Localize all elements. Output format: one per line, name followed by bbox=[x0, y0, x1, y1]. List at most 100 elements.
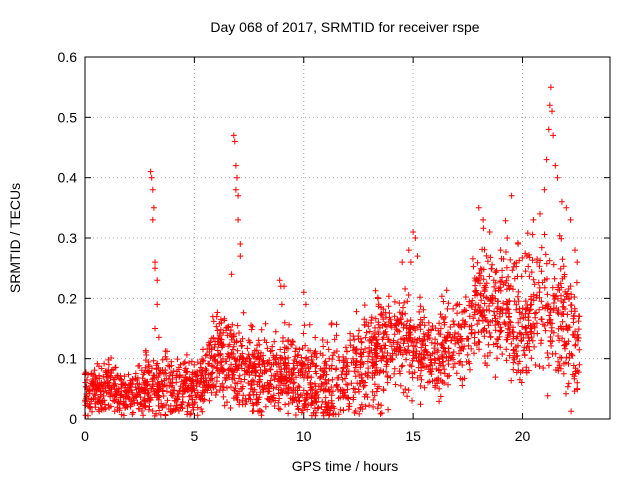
data-point bbox=[140, 412, 147, 419]
data-point bbox=[207, 371, 214, 378]
data-point bbox=[272, 356, 279, 363]
data-point bbox=[550, 329, 557, 336]
data-point bbox=[468, 302, 475, 309]
data-point bbox=[567, 216, 574, 223]
data-point bbox=[545, 362, 552, 369]
data-point bbox=[409, 370, 416, 377]
data-point bbox=[357, 404, 364, 411]
data-point bbox=[294, 352, 301, 359]
data-point bbox=[528, 325, 535, 332]
data-point bbox=[492, 327, 499, 334]
data-point bbox=[98, 365, 105, 372]
data-point bbox=[100, 373, 107, 380]
data-point bbox=[400, 340, 407, 347]
data-point bbox=[391, 331, 398, 338]
data-point bbox=[405, 292, 412, 298]
data-point bbox=[440, 298, 447, 305]
data-point bbox=[432, 336, 439, 343]
data-point bbox=[406, 329, 413, 336]
data-point bbox=[510, 347, 517, 354]
data-point bbox=[271, 338, 278, 345]
data-point bbox=[374, 340, 381, 347]
data-point bbox=[281, 319, 288, 326]
data-point bbox=[234, 174, 240, 181]
data-point bbox=[176, 364, 182, 371]
data-point bbox=[243, 355, 250, 362]
data-point bbox=[289, 341, 295, 348]
data-point bbox=[122, 405, 129, 411]
data-point bbox=[384, 350, 391, 356]
data-point bbox=[340, 407, 347, 414]
data-point bbox=[483, 280, 490, 287]
x-tick-label: 10 bbox=[296, 428, 312, 444]
data-point bbox=[328, 397, 335, 404]
data-point bbox=[262, 367, 269, 374]
data-point bbox=[162, 367, 169, 374]
data-point bbox=[219, 342, 226, 349]
data-point bbox=[503, 286, 510, 293]
data-point bbox=[471, 350, 477, 357]
data-point bbox=[452, 340, 459, 347]
data-point bbox=[559, 335, 566, 342]
data-point bbox=[336, 357, 343, 364]
data-point bbox=[361, 382, 368, 389]
data-point bbox=[544, 275, 550, 282]
data-point bbox=[492, 315, 499, 322]
data-point bbox=[300, 330, 307, 337]
data-point bbox=[239, 383, 246, 390]
data-point bbox=[447, 324, 454, 330]
data-point bbox=[369, 333, 375, 340]
data-point bbox=[563, 340, 570, 347]
data-point bbox=[491, 283, 498, 290]
data-point bbox=[187, 411, 194, 418]
chart-title: Day 068 of 2017, SRMTID for receiver rsp… bbox=[210, 19, 479, 35]
data-point bbox=[487, 318, 494, 325]
data-point bbox=[552, 162, 559, 169]
data-point bbox=[328, 362, 335, 369]
data-point bbox=[230, 343, 237, 350]
data-point bbox=[247, 396, 254, 403]
data-point bbox=[230, 132, 237, 139]
data-point bbox=[166, 363, 173, 370]
data-point bbox=[494, 335, 501, 342]
data-point bbox=[292, 412, 299, 418]
data-point bbox=[572, 247, 578, 254]
data-point bbox=[341, 359, 348, 366]
data-point bbox=[236, 330, 242, 336]
data-point bbox=[322, 376, 329, 383]
data-point bbox=[311, 405, 318, 412]
data-point bbox=[158, 378, 165, 385]
data-point bbox=[306, 368, 313, 375]
data-point bbox=[87, 404, 94, 411]
data-point bbox=[360, 360, 367, 367]
x-tick-label: 15 bbox=[405, 428, 421, 444]
data-point bbox=[441, 370, 448, 377]
data-point bbox=[328, 392, 335, 399]
data-point bbox=[358, 353, 364, 360]
data-point bbox=[352, 347, 359, 354]
data-point bbox=[181, 380, 188, 387]
data-point bbox=[337, 406, 344, 413]
data-point bbox=[536, 363, 543, 370]
data-point bbox=[531, 281, 538, 288]
data-point bbox=[225, 352, 232, 358]
data-point bbox=[391, 365, 398, 372]
data-point bbox=[251, 347, 258, 354]
data-point bbox=[298, 366, 305, 372]
data-point bbox=[374, 294, 381, 301]
data-point bbox=[399, 310, 406, 317]
data-point bbox=[420, 330, 427, 337]
data-point bbox=[528, 293, 535, 300]
data-point bbox=[471, 334, 478, 341]
data-point bbox=[271, 376, 278, 383]
data-point bbox=[301, 400, 308, 407]
data-point bbox=[421, 347, 428, 354]
data-point bbox=[263, 339, 270, 346]
data-point bbox=[409, 397, 415, 404]
data-point bbox=[438, 352, 445, 358]
data-point bbox=[360, 383, 367, 390]
data-point bbox=[516, 309, 523, 316]
data-point bbox=[370, 362, 377, 369]
data-point bbox=[571, 294, 578, 300]
data-point bbox=[163, 388, 170, 395]
